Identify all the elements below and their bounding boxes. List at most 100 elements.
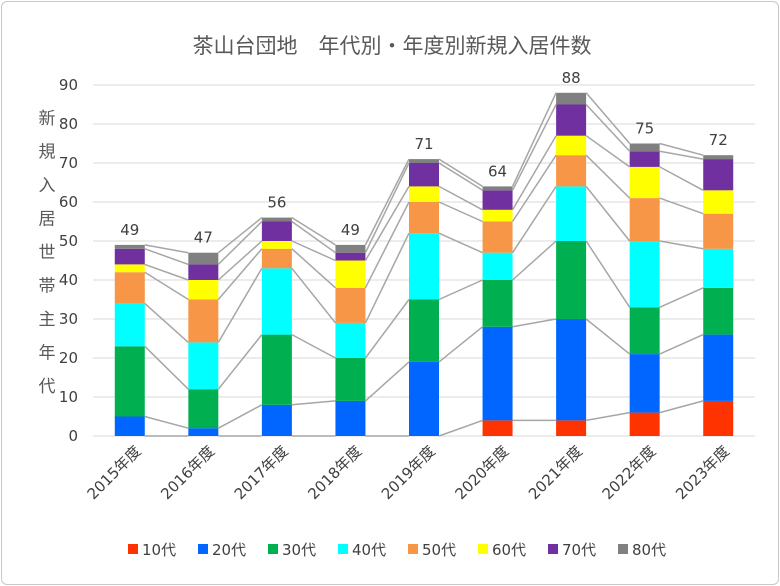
y-axis-label-char: 帯	[39, 277, 56, 297]
series-line	[291, 333, 336, 359]
series-line	[438, 279, 483, 301]
bars	[114, 92, 734, 436]
bar-segment	[409, 299, 439, 362]
series-line	[659, 240, 704, 250]
y-axis-label-char: 規	[39, 143, 56, 163]
series-line	[291, 248, 336, 289]
x-axis-ticks: 2015年度 2016年度 2017年度 2018年度 2019年度 2020年度 2021…	[84, 442, 733, 503]
bar-segment	[556, 241, 587, 319]
series-line	[291, 267, 337, 324]
series-line	[511, 92, 557, 187]
x-tick-label: 2018年度	[304, 442, 365, 503]
x-tick-label: 2016年度	[157, 442, 218, 503]
bar-segment	[482, 209, 513, 222]
y-axis-label-char: 世	[39, 243, 56, 263]
series-line	[364, 186, 410, 261]
series-line	[585, 185, 631, 242]
series-line	[585, 154, 631, 199]
bar-segment	[114, 346, 145, 417]
bar-segment	[703, 159, 734, 191]
bar-segment	[556, 92, 587, 105]
bar-segment	[703, 334, 734, 401]
series-line	[659, 197, 704, 215]
series-line	[144, 248, 189, 266]
bar-segment	[703, 213, 734, 249]
series-line	[585, 92, 631, 144]
bar-segment	[409, 361, 439, 436]
bar-segment	[114, 244, 145, 249]
series-lines	[144, 92, 704, 437]
bar-segment	[556, 186, 587, 241]
bar-segment	[335, 358, 366, 401]
bar-segment	[629, 151, 660, 167]
series-line	[511, 185, 557, 254]
y-axis-label-char: 入	[39, 176, 56, 196]
bar-segment	[482, 326, 513, 421]
y-tick-label: 80	[59, 115, 78, 133]
series-line	[291, 216, 336, 246]
bar-segment	[482, 190, 513, 210]
bar-segment	[188, 264, 219, 280]
series-line	[364, 162, 410, 254]
series-line	[217, 220, 263, 265]
bar-segment	[556, 135, 587, 156]
series-line	[438, 232, 483, 254]
bar-segment	[335, 244, 366, 253]
y-axis-ticks: 0 10 20 30 40 50 60 70 80 90	[59, 76, 78, 445]
bar-segment	[703, 248, 734, 288]
y-tick-label: 50	[59, 232, 78, 250]
series-line	[438, 326, 484, 363]
series-line	[364, 299, 410, 359]
bar-segment	[409, 186, 439, 202]
bar-segment	[261, 248, 292, 269]
bar-segment	[703, 155, 734, 160]
y-tick-label: 60	[59, 193, 78, 211]
bar-segment	[556, 319, 587, 421]
series-line	[291, 220, 336, 254]
y-tick-label: 10	[59, 388, 78, 406]
series-line	[659, 400, 704, 414]
bar-segment	[261, 241, 292, 249]
legend-swatch	[198, 544, 208, 554]
bar-segment	[482, 221, 513, 253]
series-line	[585, 318, 631, 355]
x-tick-label: 2017年度	[231, 442, 292, 503]
x-tick-label: 2015年度	[84, 442, 145, 503]
series-line	[217, 217, 263, 254]
legend-swatch	[128, 544, 138, 554]
bar-segment	[409, 202, 439, 234]
total-labels: 49 47 56 49 71 64 88 75 72	[120, 69, 728, 247]
total-label: 75	[635, 120, 654, 138]
total-label: 56	[267, 194, 286, 212]
bar-segment	[188, 342, 219, 390]
y-tick-label: 20	[59, 349, 78, 367]
series-line	[291, 400, 336, 406]
bar-segment	[556, 155, 587, 187]
series-line	[512, 318, 557, 328]
series-line	[364, 201, 410, 289]
bar-segment	[261, 334, 292, 405]
series-line	[144, 415, 189, 429]
series-line	[438, 201, 483, 223]
bar-segment	[629, 241, 660, 308]
series-line	[438, 185, 483, 211]
legend-label: 50代	[422, 541, 456, 559]
y-axis-label-char: 新	[39, 109, 56, 129]
series-line	[144, 302, 189, 343]
legend-swatch	[408, 544, 418, 554]
series-line	[364, 232, 410, 324]
bar-segment	[335, 400, 366, 436]
y-tick-label: 90	[59, 76, 78, 94]
bar-segment	[261, 404, 292, 436]
bar-segment	[482, 420, 513, 436]
bar-segment	[261, 221, 292, 241]
bar-segment	[114, 248, 145, 265]
legend-swatch	[268, 544, 278, 554]
bar-segment	[629, 143, 660, 152]
series-line	[217, 248, 263, 300]
total-label: 49	[120, 221, 139, 239]
bar-segment	[188, 299, 219, 343]
legend-label: 20代	[212, 541, 246, 559]
legend-swatch	[548, 544, 558, 554]
